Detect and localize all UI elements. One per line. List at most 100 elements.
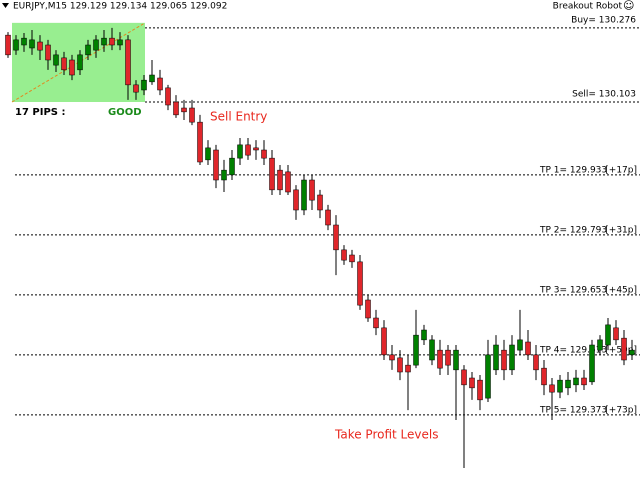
candle-body <box>381 327 387 356</box>
candle-body <box>557 379 563 393</box>
candle-body <box>245 144 251 156</box>
level-tag: [+73p] <box>605 405 637 415</box>
candle-body <box>269 157 275 191</box>
candle-body <box>349 254 355 263</box>
candle-body <box>429 339 435 361</box>
candle-body <box>605 324 611 346</box>
candle-body <box>573 377 579 386</box>
candle-body <box>437 349 443 369</box>
pips-label: 17 PIPS : <box>15 107 65 118</box>
candle-body <box>421 329 427 341</box>
candle-body <box>13 39 19 51</box>
level-label: TP 3= 129.653 <box>539 285 607 295</box>
candle-body <box>205 147 211 161</box>
candle-body <box>469 377 475 389</box>
candle-body <box>293 189 299 211</box>
candle-body <box>317 194 323 211</box>
candle-body <box>173 101 179 116</box>
candle-body <box>213 149 219 181</box>
candle-body <box>413 334 419 366</box>
candle-body <box>93 39 99 51</box>
candle-body <box>373 317 379 329</box>
candle-body <box>533 354 539 371</box>
candle-body <box>69 59 75 76</box>
candle-body <box>165 87 171 106</box>
candle-body <box>493 344 499 371</box>
candle-body <box>613 327 619 341</box>
candle-body <box>517 339 523 351</box>
candle-body <box>357 261 363 306</box>
candle-body <box>309 179 315 201</box>
candle-body <box>301 179 307 211</box>
candle-body <box>277 169 283 191</box>
candle-body <box>133 84 139 93</box>
entry-note: Sell Entry <box>210 110 267 124</box>
candle-body <box>109 37 115 46</box>
candle-body <box>597 339 603 351</box>
candle-body <box>45 44 51 61</box>
level-label: Sell= 130.103 <box>572 90 636 100</box>
tp-note: Take Profit Levels <box>334 428 438 442</box>
candle-body <box>157 77 163 91</box>
candle-body <box>629 349 635 356</box>
candle-body <box>453 349 459 371</box>
candle-body <box>389 354 395 361</box>
level-label: TP 1= 129.933 <box>539 165 607 175</box>
candle-body <box>485 354 491 399</box>
candle-body <box>21 37 27 46</box>
candle-body <box>581 377 587 386</box>
candle-body <box>477 379 483 401</box>
candle-body <box>197 121 203 163</box>
menu-arrow[interactable] <box>2 3 9 8</box>
candle-body <box>341 249 347 261</box>
candle-body <box>549 384 555 393</box>
candle-body <box>237 144 243 159</box>
candle-body <box>101 37 107 46</box>
candle-body <box>461 369 467 386</box>
level-label: TP 4= 129.513 <box>539 345 607 355</box>
robot-icon: ☺ <box>623 0 634 12</box>
symbol-info: EURJPY,M15 129.129 129.134 129.065 129.0… <box>13 2 227 12</box>
candle-body <box>589 344 595 383</box>
candle-body <box>397 357 403 373</box>
candle-body <box>541 367 547 386</box>
candle-body <box>149 74 155 83</box>
candle-body <box>125 39 131 86</box>
candle-body <box>5 34 11 56</box>
candle-body <box>29 39 35 49</box>
level-tag: [+45p] <box>605 285 637 295</box>
level-label: TP 2= 129.793 <box>539 225 607 235</box>
candle-body <box>445 349 451 366</box>
level-tag: [+17p] <box>605 165 637 175</box>
candle-body <box>365 299 371 319</box>
candle-body <box>77 54 83 71</box>
candle-body <box>61 57 67 71</box>
candle-body <box>565 379 571 389</box>
level-tag: [+31p] <box>605 225 637 235</box>
candle-body <box>285 171 291 193</box>
robot-name: Breakout Robot <box>553 2 623 12</box>
candle-body <box>253 147 259 151</box>
level-label: Buy= 130.276 <box>571 15 636 25</box>
candle-body <box>189 107 195 123</box>
candle-body <box>621 337 627 361</box>
candle-body <box>221 169 227 181</box>
candle-body <box>333 224 339 251</box>
candle-body <box>53 54 59 66</box>
candle-body <box>37 41 43 51</box>
level-tag: [+59p] <box>605 345 637 355</box>
candle-body <box>181 107 187 113</box>
candle-body <box>117 39 123 46</box>
level-label: TP 5= 129.373 <box>539 405 607 415</box>
candle-body <box>325 209 331 226</box>
candle-body <box>261 149 267 159</box>
candle-body <box>85 44 91 56</box>
candle-body <box>525 341 531 356</box>
candle-body <box>501 349 507 371</box>
candle-body <box>509 344 515 371</box>
quality-label: GOOD <box>108 107 142 118</box>
candle-body <box>229 157 235 176</box>
candle-body <box>141 79 147 91</box>
candle-body <box>405 364 411 373</box>
